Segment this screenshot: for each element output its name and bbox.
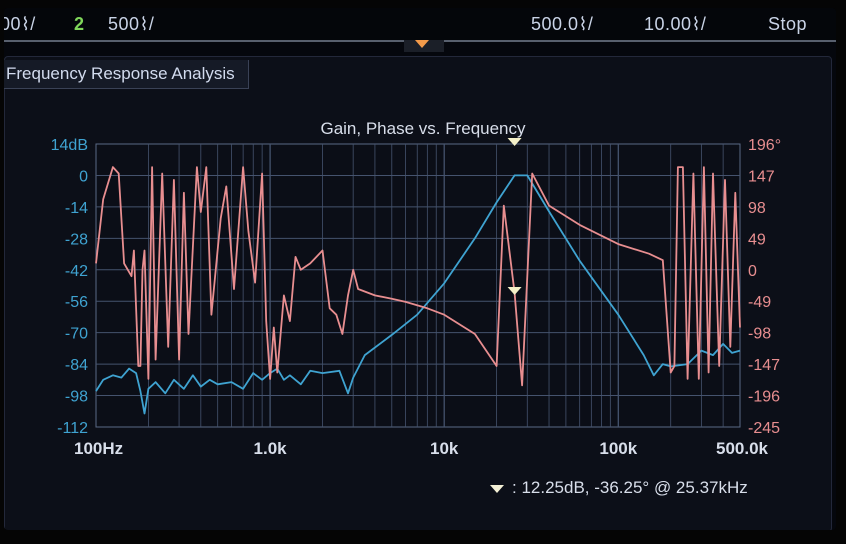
y-left-tick-label: -28 — [65, 231, 88, 248]
marker-icon — [490, 484, 504, 493]
y-right-tick-label: -98 — [748, 326, 771, 343]
time-scale[interactable]: 10.00⌇/ — [644, 14, 707, 34]
panel-title: Frequency Response Analysis — [6, 64, 235, 83]
status-bar: 00⌇/ 2 500⌇/ 500.0⌇/ 10.00⌇/ Stop — [4, 8, 836, 40]
y-right-tick-label: 49 — [748, 231, 766, 248]
gain-series-line — [95, 174, 741, 415]
y-left-tick-label: -42 — [65, 263, 88, 280]
channel-1-scale[interactable]: 00⌇/ — [4, 14, 36, 34]
y-right-tick-label: -49 — [748, 294, 771, 311]
channel-2-label[interactable]: 2 — [74, 14, 85, 34]
y-left-tick-label: -98 — [65, 389, 88, 406]
x-tick-label: 500.0k — [716, 439, 769, 458]
trigger-position-icon[interactable] — [415, 40, 429, 48]
y-left-tick-label: -14 — [65, 200, 88, 217]
y-right-tick-label: -245 — [748, 420, 780, 437]
x-tick-label: 1.0k — [254, 439, 288, 458]
bode-plot: 14dB 0 -14 -28 -42 -56 -70 -84 -98 -112 196° 147 98 4… — [51, 119, 781, 458]
marker-readout-text: : 12.25dB, -36.25° @ 25.37kHz — [512, 478, 748, 497]
x-tick-label: 10k — [430, 439, 459, 458]
y-left-tick-label: -56 — [65, 294, 88, 311]
y-right-tick-label: 147 — [748, 168, 775, 185]
y-right-tick-label: -147 — [748, 357, 780, 374]
chart-title: Gain, Phase vs. Frequency — [320, 119, 526, 138]
fra-panel-tab[interactable] — [4, 60, 249, 89]
phase-series-line — [95, 166, 741, 387]
y-right-tick-label: 196° — [748, 137, 781, 154]
y-left-tick-label: -70 — [65, 326, 88, 343]
x-tick-label: 100Hz — [74, 439, 123, 458]
oscilloscope-screen: 00⌇/ 2 500⌇/ 500.0⌇/ 10.00⌇/ Stop Freque… — [4, 8, 836, 530]
y-left-tick-label: -112 — [57, 420, 88, 437]
y-right-tick-label: 98 — [748, 200, 766, 217]
gain-marker[interactable] — [507, 138, 522, 146]
channel-2-scale[interactable]: 500⌇/ — [108, 14, 155, 34]
time-position[interactable]: 500.0⌇/ — [531, 14, 594, 34]
y-right-tick-label: -196 — [748, 389, 780, 406]
plot-area — [95, 143, 741, 428]
phase-marker[interactable] — [507, 287, 522, 296]
y-right-tick-label: 0 — [748, 263, 757, 280]
x-tick-label: 100k — [599, 439, 637, 458]
marker-readout: : 12.25dB, -36.25° @ 25.37kHz — [490, 478, 748, 498]
y-left-tick-label: 0 — [79, 168, 88, 185]
run-state[interactable]: Stop — [768, 14, 808, 34]
y-left-tick-label: 14dB — [51, 137, 88, 154]
y-left-tick-label: -84 — [65, 357, 88, 374]
